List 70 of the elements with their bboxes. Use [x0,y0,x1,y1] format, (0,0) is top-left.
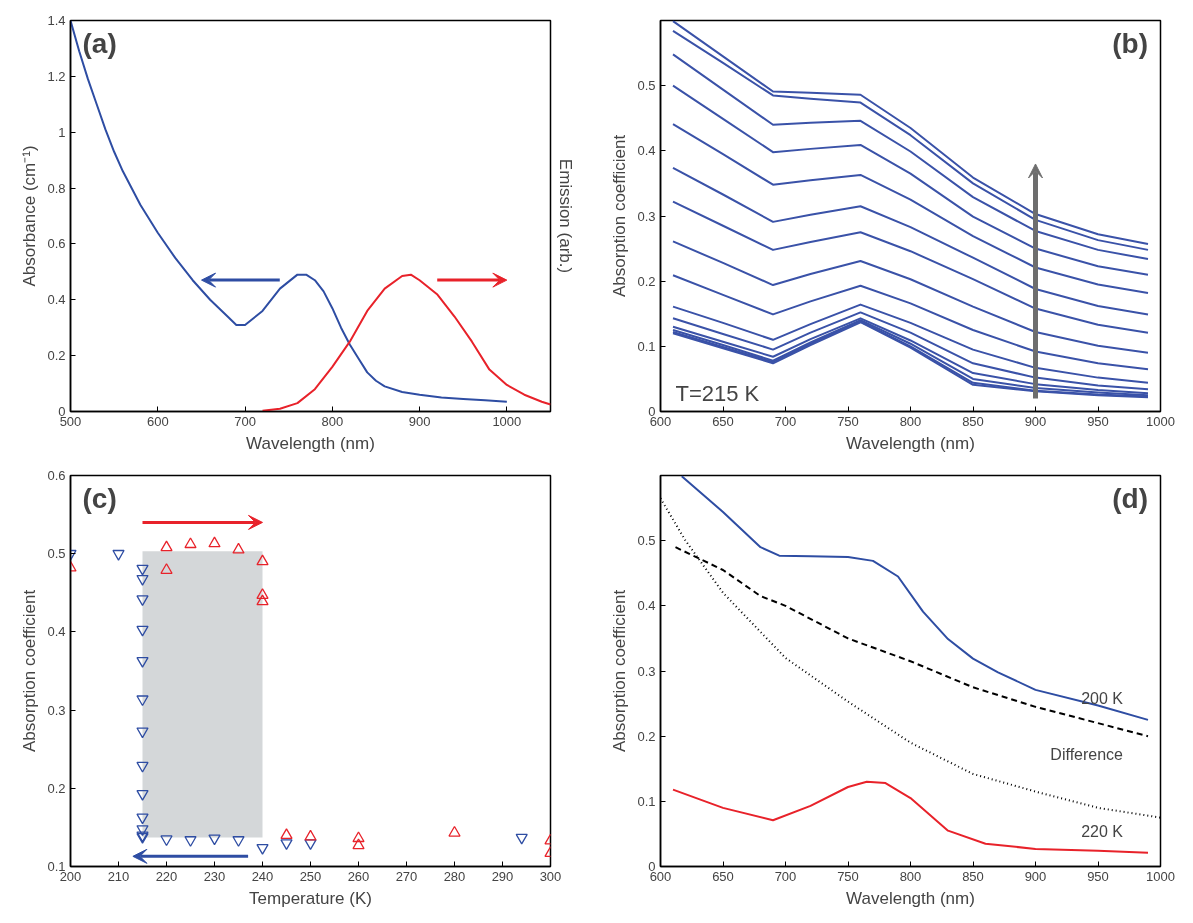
x-tick-label: 600 [146,413,169,429]
x-tick-label: 800 [899,413,922,429]
x-tick-label: 950 [1087,413,1109,429]
y-tick-label: 0.5 [47,546,66,562]
x-tick-label: 700 [774,868,797,884]
y-tick-label: 0.3 [47,702,66,718]
y-tick-label: 0.3 [637,208,656,224]
y-tick-label: 0.3 [637,663,656,679]
y-tick-label: 0.2 [637,273,656,289]
x-tick-label: 750 [837,868,859,884]
x-tick-label: 240 [251,868,274,884]
y-tick-label: 0.6 [47,468,66,483]
x-tick-label: 280 [443,868,466,884]
x-tick-label: 250 [299,868,322,884]
y-tick-label: 0.2 [637,728,656,744]
x-tick-label: 270 [395,868,418,884]
x-tick-label: 1000 [492,413,522,429]
x-tick-label: 210 [107,868,130,884]
x-axis-title: Temperature (K) [249,888,372,908]
annotation: T=215 K [675,380,760,406]
y-tick-label: 0.1 [637,338,656,354]
x-tick-label: 850 [962,413,984,429]
y-tick-label: 0.4 [47,292,66,308]
x-tick-label: 800 [899,868,922,884]
x-tick-label: 220 [155,868,178,884]
y-tick-label: 0.2 [47,348,66,364]
x-tick-label: 650 [712,868,734,884]
y-tick-label: 0.1 [637,793,656,809]
y-tick-label: 0.6 [47,236,66,252]
x-tick-label: 260 [347,868,370,884]
y-tick-label: 0.8 [47,180,66,196]
y-tick-label: 0.4 [637,143,656,159]
y-tick-label: 0.5 [637,533,656,549]
y-axis-title: Absorption coefficient [20,589,40,753]
x-tick-label: 650 [712,413,734,429]
y-axis-title: Absorption coefficient [610,134,630,298]
x-tick-label: 900 [1024,868,1047,884]
x-tick-label: 700 [234,413,256,429]
annotation: (d) [1112,483,1149,515]
x-tick-label: 750 [837,413,859,429]
x-tick-label: 950 [1087,868,1109,884]
series-label: 200 K [1081,689,1124,707]
x-tick-label: 290 [491,868,514,884]
y-tick-label: 1 [58,124,66,140]
x-tick-label: 800 [321,413,344,429]
x-tick-label: 230 [203,868,226,884]
x-axis-title: Wavelength (nm) [846,888,975,908]
x-axis-title: Wavelength (nm) [846,433,975,453]
annotation: (a) [82,28,117,60]
x-tick-label: 1000 [1146,413,1175,429]
y2-axis-title: Emission (arb.) [555,158,575,274]
x-tick-label: 850 [962,868,984,884]
y-axis-title: Absorbance (cm⁻¹) [20,145,40,287]
x-tick-label: 900 [1024,413,1047,429]
y-tick-label: 1.4 [47,13,66,28]
x-tick-label: 700 [774,413,797,429]
y-tick-label: 0.4 [637,598,656,614]
x-tick-label: 1000 [1146,868,1175,884]
y-tick-label: 0.5 [637,78,656,94]
series-label: 220 K [1081,822,1124,840]
x-tick-label: 900 [408,413,431,429]
series-label: Difference [1050,746,1124,764]
y-tick-label: 0.2 [47,780,66,796]
y-tick-label: 1.2 [47,68,66,84]
annotation: (b) [1112,28,1149,60]
y-axis-title: Absorption coefficient [610,589,630,753]
x-axis-title: Wavelength (nm) [246,433,375,453]
x-tick-label: 300 [539,868,562,884]
y-tick-label: 0.4 [47,624,66,640]
annotation: (c) [82,483,117,515]
